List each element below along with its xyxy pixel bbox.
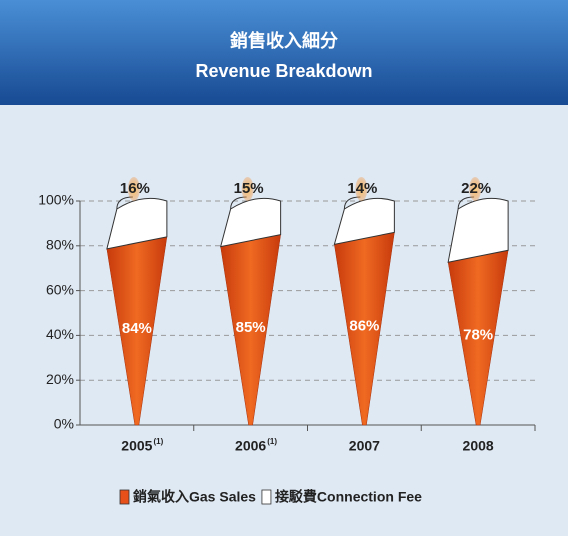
bar-segment — [447, 197, 509, 263]
chart-subtitle: Revenue Breakdown — [195, 61, 372, 81]
value-label: 22% — [461, 180, 491, 197]
bar-segment — [219, 197, 282, 248]
legend-swatch — [261, 489, 272, 505]
value-label: 14% — [347, 180, 377, 197]
value-label: 85% — [236, 319, 266, 336]
y-tick-label: 60% — [46, 281, 74, 297]
chart-title: 銷售收入細分 — [230, 30, 338, 51]
bar-segment — [106, 197, 168, 250]
y-tick-label: 100% — [38, 192, 74, 208]
y-tick-label: 0% — [54, 416, 74, 432]
legend-label: 銷氣收入Gas Sales — [133, 489, 256, 505]
flame — [355, 177, 368, 201]
y-tick-label: 40% — [46, 326, 74, 342]
value-label: 84% — [122, 320, 152, 337]
x-tick-label: 2005 — [121, 438, 152, 454]
x-tick-note: (1) — [153, 437, 163, 446]
value-label: 86% — [349, 318, 379, 335]
y-tick-label: 80% — [46, 237, 74, 253]
flame — [127, 177, 140, 201]
x-tick-label: 2007 — [349, 438, 380, 454]
value-label: 16% — [120, 180, 150, 197]
legend: 銷氣收入Gas Sales 接駁費Connection Fee — [119, 489, 422, 505]
legend-label: 接駁費Connection Fee — [275, 489, 422, 505]
x-tick-label: 2008 — [463, 438, 494, 454]
bar-segment — [333, 197, 395, 246]
value-label: 15% — [234, 180, 264, 197]
y-tick-label: 20% — [46, 371, 74, 387]
flame — [469, 177, 482, 201]
header — [0, 0, 568, 105]
value-label: 78% — [463, 327, 493, 344]
flame — [241, 177, 254, 201]
legend-swatch — [119, 489, 130, 505]
x-tick-note: (1) — [267, 437, 277, 446]
x-tick-label: 2006 — [235, 438, 266, 454]
